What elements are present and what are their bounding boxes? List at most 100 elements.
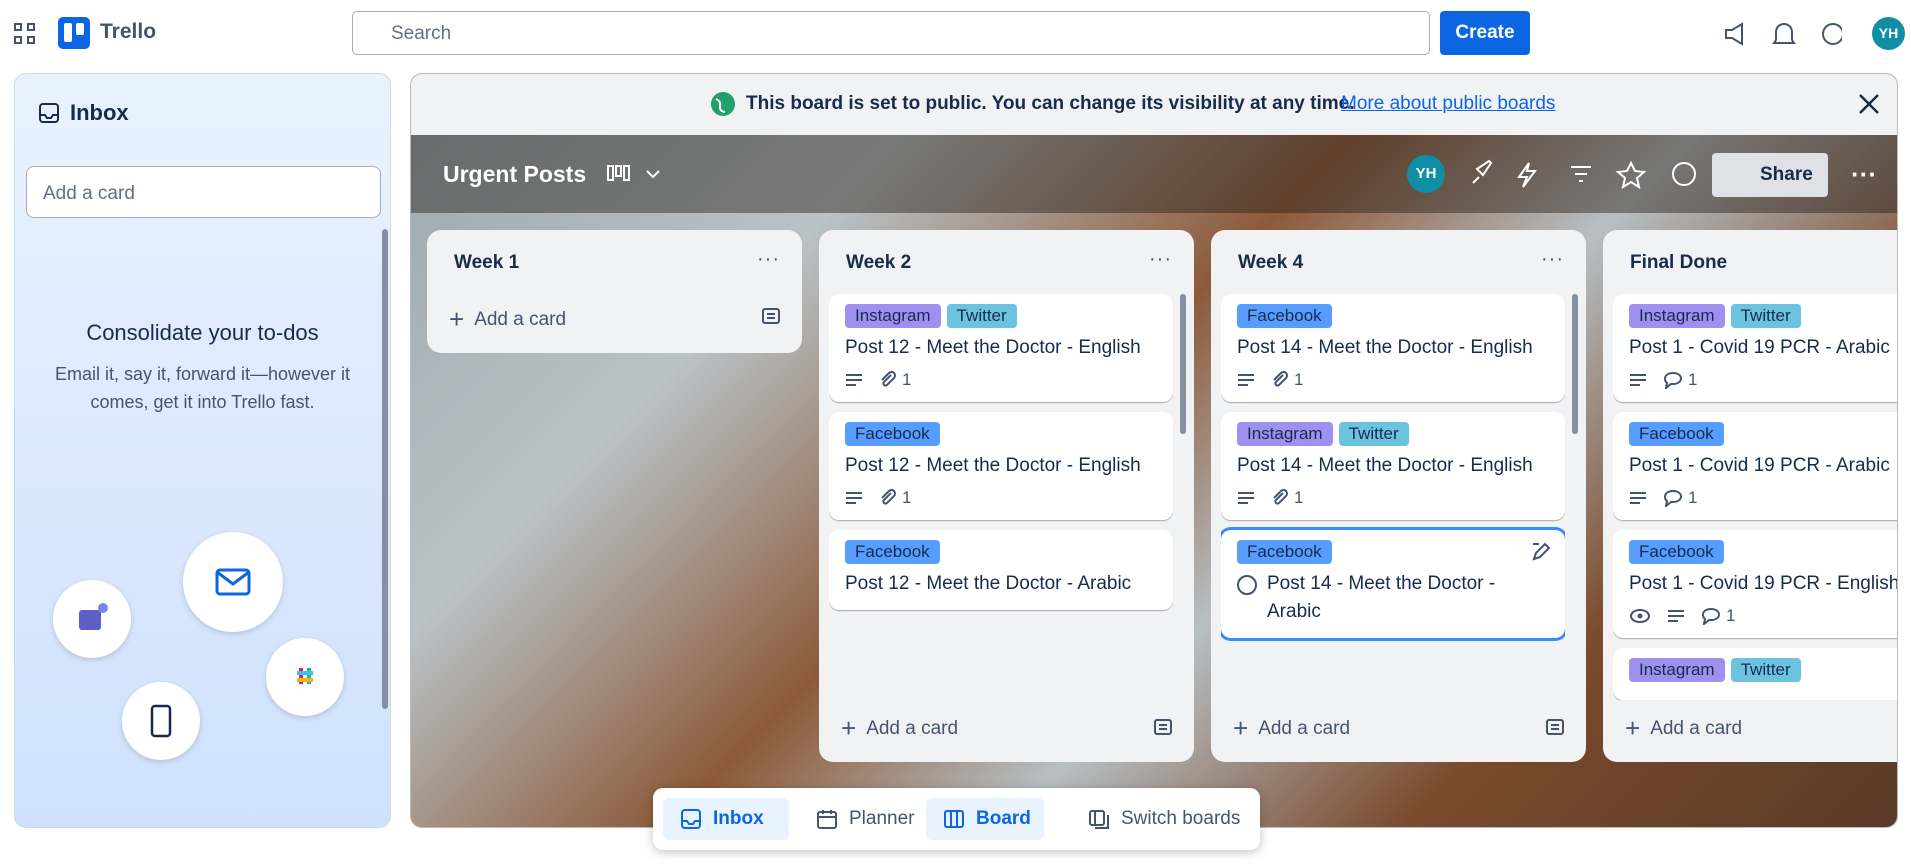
badges: 1	[1237, 488, 1549, 508]
board-icons[interactable]	[1469, 159, 1699, 189]
template-icon[interactable]	[762, 308, 780, 329]
header-icons[interactable]	[1722, 20, 1842, 48]
list-menu[interactable]: ···	[1149, 248, 1172, 270]
edit-icon[interactable]	[1531, 542, 1551, 567]
search-box[interactable]: Search	[352, 11, 1430, 55]
board-title[interactable]: Urgent Posts	[443, 161, 587, 187]
attachments-count: 1	[1294, 370, 1304, 389]
card-title-text: Post 12 - Meet the Doctor - English	[845, 337, 1141, 358]
list-menu[interactable]: ···	[1541, 248, 1564, 270]
close-icon[interactable]	[1858, 93, 1880, 115]
nav-item[interactable]: Inbox	[663, 798, 789, 840]
description-badge	[1629, 490, 1647, 506]
nav-item[interactable]: Planner	[799, 798, 917, 840]
label: Facebook	[1629, 540, 1724, 564]
cards: Instagram Twitter Post 12 - Meet the Docto…	[829, 294, 1173, 700]
card[interactable]: Facebook Post 1 - Covid 19 PCR - English 1	[1613, 530, 1897, 638]
comments-badge: 1	[1663, 370, 1697, 390]
comments-badge: 1	[1701, 606, 1735, 626]
card-title: Post 1 - Covid 19 PCR - Arabic	[1629, 452, 1897, 480]
add-card-input[interactable]: Add a card	[26, 166, 381, 218]
comments-count: 1	[1688, 488, 1698, 507]
add-card[interactable]: + Add a card	[1625, 713, 1743, 743]
add-card[interactable]: + Add a card	[1233, 713, 1351, 743]
label: Twitter	[1730, 658, 1801, 682]
card-title-text: Post 12 - Meet the Doctor - Arabic	[845, 573, 1132, 594]
card[interactable]: Instagram Twitter Post 14 - Meet the Docto…	[1221, 412, 1565, 520]
list-menu[interactable]: ···	[757, 248, 780, 270]
card-title-text: Post 14 - Meet the Doctor - Arabic	[1267, 573, 1496, 622]
card[interactable]: Facebook Post 14 - Meet the Doctor - Engl…	[1221, 294, 1565, 402]
list-title[interactable]: Final Done	[1630, 252, 1728, 273]
add-card[interactable]: + Add a card	[841, 713, 959, 743]
card-title-text: Post 1 - Covid 19 PCR - Arabic	[1629, 455, 1890, 476]
inbox-panel: Inbox Add a card Consolidate your to-dos…	[14, 73, 391, 828]
avatar[interactable]: YH	[1872, 17, 1905, 50]
template-icon[interactable]	[1546, 719, 1564, 740]
attachments-count: 1	[902, 488, 912, 507]
labels: Facebook	[1237, 304, 1549, 328]
list: Week 2 ··· Instagram Twitter Post 12 - Meet …	[819, 230, 1194, 762]
logo[interactable]	[58, 17, 90, 49]
attachments-badge: 1	[879, 370, 911, 390]
card[interactable]: Instagram Twitter	[1613, 648, 1897, 700]
card[interactable]: Facebook Post 1 - Covid 19 PCR - Arabic 1	[1613, 412, 1897, 520]
label: Facebook	[845, 540, 940, 564]
card[interactable]: Facebook Post 12 - Meet the Doctor - Arab…	[829, 530, 1173, 610]
list-title[interactable]: Week 2	[846, 252, 912, 273]
apps-icon[interactable]	[14, 23, 36, 45]
share-button[interactable]: Share	[1712, 153, 1828, 197]
description-badge	[1629, 372, 1647, 388]
badges: 1	[1629, 488, 1897, 508]
app-name[interactable]: Trello	[100, 20, 157, 43]
description-badge	[845, 372, 863, 388]
inbox-icon	[39, 103, 59, 123]
create-button[interactable]: Create	[1440, 11, 1530, 55]
nav-item[interactable]: Switch boards	[1071, 798, 1251, 840]
label: Twitter	[1730, 304, 1801, 328]
scrollbar[interactable]	[382, 229, 388, 709]
add-card-text: Add a card	[1650, 718, 1743, 739]
card[interactable]: Facebook Post 14 - Meet the Doctor - Arab…	[1221, 530, 1565, 638]
card[interactable]: Facebook Post 12 - Meet the Doctor - Engl…	[829, 412, 1173, 520]
description-badge	[1667, 608, 1685, 624]
cards: Instagram Twitter Post 1 - Covid 19 PCR - …	[1613, 294, 1897, 700]
card[interactable]: Instagram Twitter Post 1 - Covid 19 PCR - …	[1613, 294, 1897, 402]
add-card-text: Add a card	[474, 309, 567, 330]
card-title: Post 12 - Meet the Doctor - English	[845, 334, 1157, 362]
add-card-text: Add a card	[866, 718, 959, 739]
slack-bubble	[266, 638, 344, 716]
nav-label: Planner	[849, 808, 915, 829]
scrollbar[interactable]	[1572, 294, 1578, 434]
label: Instagram	[1237, 422, 1333, 446]
card[interactable]: Instagram Twitter Post 12 - Meet the Docto…	[829, 294, 1173, 402]
label: Facebook	[845, 422, 940, 446]
bottom-nav: Inbox Planner Board Switch boards	[653, 788, 1260, 850]
add-card[interactable]: + Add a card	[449, 304, 567, 334]
template-icon[interactable]	[1154, 719, 1172, 740]
labels: Instagram Twitter	[845, 304, 1157, 328]
list-title[interactable]: Week 4	[1238, 252, 1304, 273]
scrollbar[interactable]	[1180, 294, 1186, 434]
label: Twitter	[946, 304, 1017, 328]
card-title: Post 1 - Covid 19 PCR - Arabic	[1629, 334, 1897, 362]
more-menu[interactable]: ···	[1851, 159, 1877, 189]
nav-item[interactable]: Board	[926, 798, 1044, 840]
inbox-heading: Consolidate your to-dos	[86, 320, 319, 345]
card-title-text: Post 1 - Covid 19 PCR - Arabic	[1629, 337, 1890, 358]
description-badge	[1237, 372, 1255, 388]
cards: Facebook Post 14 - Meet the Doctor - Engl…	[1221, 294, 1565, 700]
attachments-count: 1	[902, 370, 912, 389]
badges: 1	[845, 488, 1157, 508]
phone-bubble	[122, 682, 200, 760]
view-switcher[interactable]	[607, 163, 667, 185]
label: Facebook	[1629, 422, 1724, 446]
description-badge	[845, 490, 863, 506]
badges: 1	[1629, 606, 1897, 626]
labels: Instagram Twitter	[1629, 658, 1897, 682]
banner-link[interactable]: More about public boards	[1341, 93, 1556, 114]
complete-circle[interactable]	[1237, 575, 1257, 595]
list-title[interactable]: Week 1	[454, 252, 520, 273]
card-title-text: Post 12 - Meet the Doctor - English	[845, 455, 1141, 476]
board-avatar[interactable]: YH	[1407, 155, 1445, 193]
